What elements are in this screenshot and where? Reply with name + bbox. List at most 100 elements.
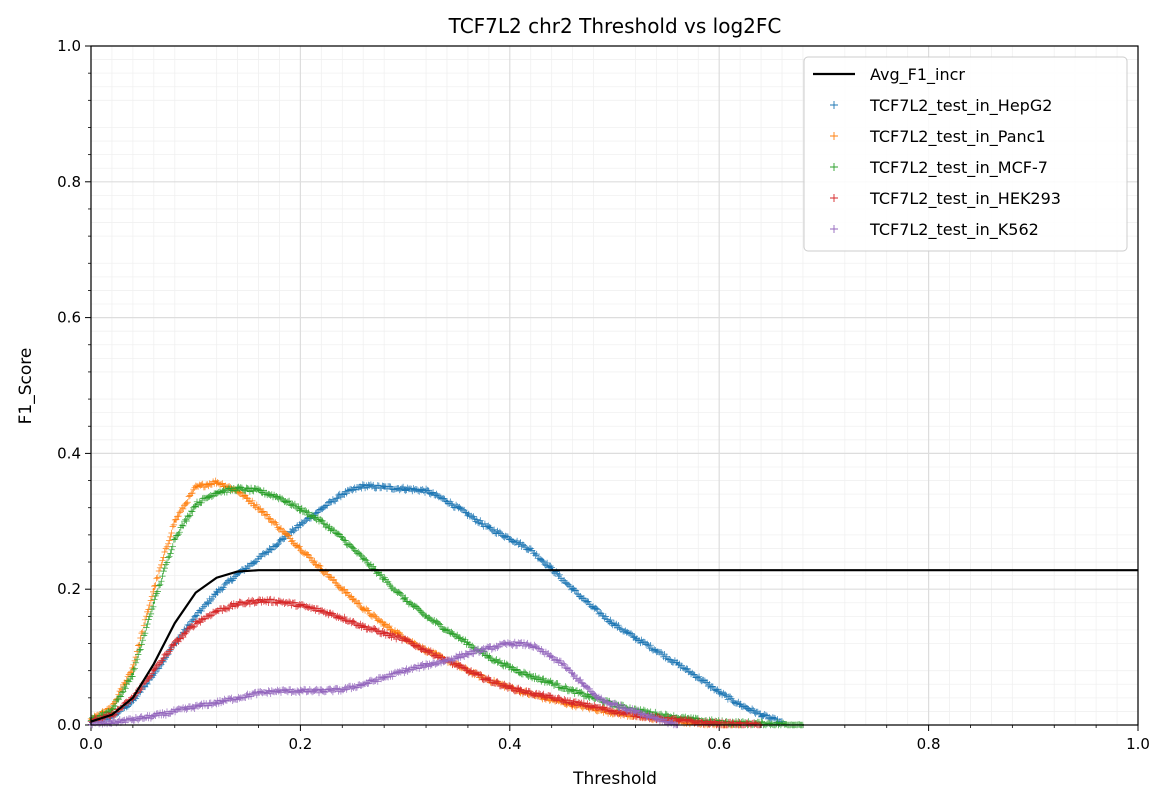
data-point — [613, 703, 616, 706]
legend-entry-label: TCF7L2_test_in_Panc1 — [869, 127, 1046, 147]
data-point — [718, 722, 721, 725]
data-point — [466, 513, 470, 516]
series-TCF7L2_test_in_HepG2 — [87, 481, 786, 727]
data-point — [194, 486, 197, 489]
data-point — [424, 649, 428, 652]
data-point — [759, 713, 763, 717]
data-point — [382, 623, 386, 626]
data-point — [424, 664, 428, 667]
data-point — [194, 621, 197, 625]
x-tick-label: 0.8 — [917, 735, 941, 753]
data-point — [403, 598, 407, 601]
legend-marker-swatch — [830, 132, 838, 140]
data-point — [634, 636, 637, 640]
data-point — [697, 721, 700, 724]
data-point — [487, 655, 491, 659]
data-point — [299, 523, 302, 526]
data-point — [299, 507, 302, 511]
data-point — [550, 681, 553, 685]
data-point — [257, 557, 260, 560]
y-axis-label: F1_Score — [16, 348, 36, 425]
data-point — [382, 577, 386, 581]
legend-box — [803, 56, 1128, 252]
data-point — [382, 486, 386, 489]
data-point — [697, 676, 700, 679]
data-point — [341, 616, 344, 619]
data-point — [152, 588, 156, 591]
x-tick-label: 0.6 — [707, 735, 731, 753]
data-point — [341, 688, 344, 691]
data-point — [382, 632, 386, 635]
data-point — [634, 710, 637, 713]
data-point — [571, 588, 574, 591]
data-point — [131, 718, 135, 721]
data-point — [194, 503, 197, 506]
data-point — [487, 526, 491, 530]
data-point — [718, 691, 721, 694]
data-point — [215, 609, 218, 613]
chart-title: TCF7L2 chr2 Threshold vs log2FC — [448, 14, 782, 38]
data-point — [278, 526, 281, 530]
data-point — [215, 490, 218, 494]
data-point — [362, 625, 365, 628]
data-point — [320, 689, 323, 693]
data-point — [508, 537, 511, 540]
data-point — [655, 712, 658, 716]
y-tick-label: 0.4 — [57, 444, 81, 462]
data-point — [613, 623, 616, 626]
y-tick-label: 0.0 — [57, 716, 81, 734]
legend-entry-label: TCF7L2_test_in_MCF-7 — [869, 158, 1048, 178]
legend-entry-label: TCF7L2_test_in_HEK293 — [869, 189, 1061, 209]
data-point — [445, 628, 449, 632]
data-point — [362, 484, 365, 488]
data-point — [110, 721, 114, 724]
data-point — [529, 674, 532, 678]
data-point — [738, 703, 742, 706]
data-point — [236, 573, 239, 576]
data-point — [676, 662, 679, 666]
data-point — [445, 659, 449, 662]
y-tick-label: 1.0 — [57, 37, 81, 55]
legend-marker-swatch — [830, 194, 838, 202]
data-point — [320, 609, 323, 613]
data-point — [215, 591, 218, 594]
data-point — [550, 696, 553, 700]
y-tick-label: 0.2 — [57, 580, 81, 598]
data-point — [278, 540, 281, 543]
x-tick-label: 1.0 — [1126, 735, 1150, 753]
data-point — [403, 638, 407, 642]
legend-entry-label: TCF7L2_test_in_K562 — [869, 220, 1039, 240]
data-point — [560, 662, 564, 666]
data-point — [278, 689, 281, 693]
data-point — [110, 708, 114, 712]
legend-entry-label: TCF7L2_test_in_HepG2 — [869, 96, 1052, 116]
series-markers — [87, 481, 786, 727]
data-point — [592, 705, 595, 708]
data-point — [592, 607, 595, 610]
data-point — [466, 652, 470, 655]
data-point — [173, 710, 176, 713]
data-point — [173, 537, 176, 540]
data-point — [341, 492, 344, 496]
data-point — [676, 719, 679, 722]
data-point — [278, 600, 281, 603]
data-point — [581, 683, 585, 686]
data-point — [257, 489, 260, 492]
data-point — [403, 487, 407, 490]
data-point — [194, 615, 197, 618]
data-point — [299, 604, 302, 607]
data-point — [362, 683, 365, 686]
data-point — [445, 499, 449, 503]
data-point — [508, 642, 511, 645]
legend: Avg_F1_incr TCF7L2_test_in_HepG2 TCF7L2_te… — [803, 56, 1128, 252]
data-point — [299, 547, 302, 550]
data-point — [602, 700, 606, 703]
data-point — [487, 647, 491, 650]
data-point — [466, 669, 470, 672]
data-point — [236, 696, 239, 700]
data-point — [508, 666, 511, 669]
data-point — [152, 669, 156, 672]
data-point — [320, 507, 323, 511]
data-point — [655, 717, 658, 720]
